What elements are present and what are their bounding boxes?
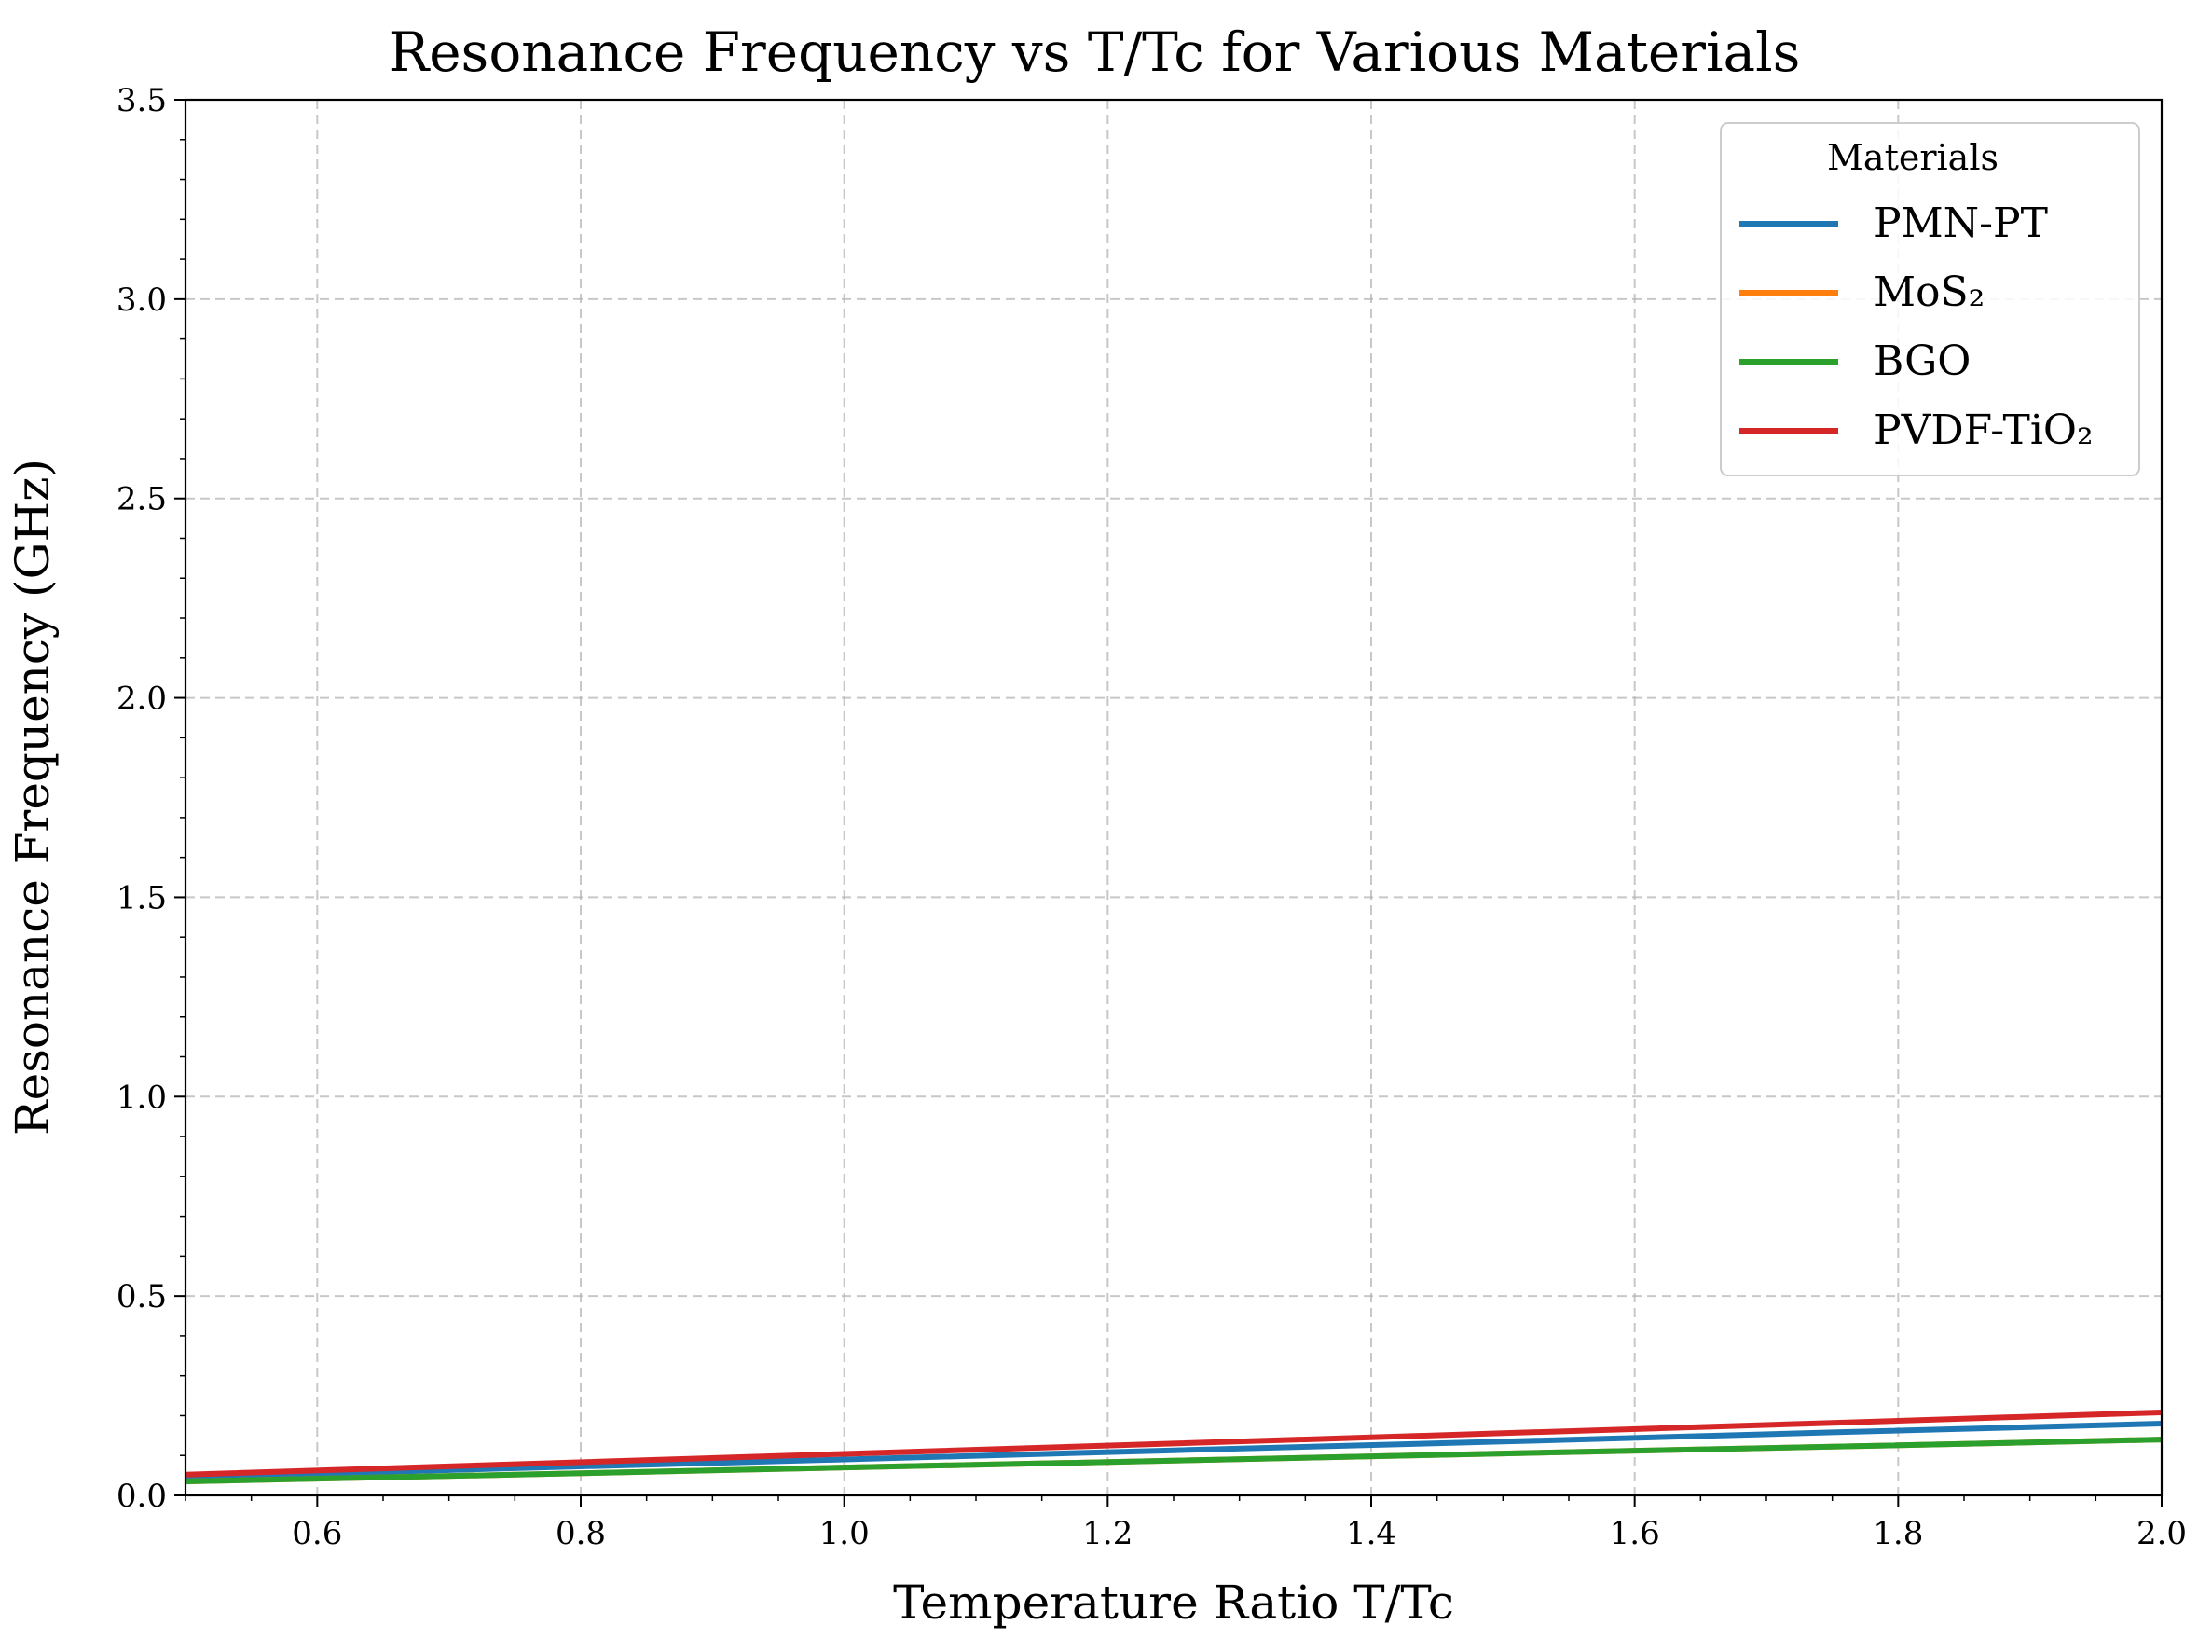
x-tick-label: 2.0 — [2136, 1515, 2187, 1552]
series-lines — [185, 1410, 2163, 1484]
y-axis: 0.0 0.5 1.0 1.5 2.0 2.5 3.0 3.5 — [117, 82, 185, 1515]
series-line-0 — [185, 1421, 2163, 1480]
x-tick-label: 0.8 — [556, 1515, 606, 1552]
x-tick-label: 1.6 — [1610, 1515, 1660, 1552]
legend-label: BGO — [1874, 337, 1971, 385]
y-tick-label: 1.0 — [117, 1079, 167, 1116]
legend-entries: PMN-PT MoS₂ BGO PVDF-TiO₂ — [1739, 200, 2094, 454]
x-tick-label: 0.6 — [292, 1515, 342, 1552]
y-tick-label: 2.5 — [117, 481, 167, 518]
y-axis-label: Resonance Frequency (GHz) — [6, 459, 60, 1136]
legend-label: PVDF-TiO₂ — [1874, 406, 2094, 454]
y-tick-label: 3.0 — [117, 282, 167, 319]
x-tick-label: 1.2 — [1082, 1515, 1133, 1552]
x-axis: 0.6 0.8 1.0 1.2 1.4 1.6 1.8 2.0 — [185, 1495, 2187, 1552]
legend-box — [1720, 122, 2140, 476]
x-tick-label: 1.4 — [1346, 1515, 1396, 1552]
x-axis-label: Temperature Ratio T/Tc — [893, 1576, 1454, 1630]
y-tick-label: 3.5 — [117, 82, 167, 119]
y-tick-label: 0.5 — [117, 1278, 167, 1315]
legend: Materials PMN-PT MoS₂ BGO PVDF-TiO₂ — [1720, 122, 2140, 476]
x-tick-label: 1.8 — [1873, 1515, 1923, 1552]
y-tick-label: 0.0 — [117, 1478, 167, 1515]
series-line-2 — [185, 1437, 2163, 1484]
legend-title: Materials — [1827, 137, 1999, 178]
chart-title: Resonance Frequency vs T/Tc for Various … — [389, 21, 1801, 84]
y-tick-label: 1.5 — [117, 879, 167, 916]
legend-label: MoS₂ — [1874, 268, 1985, 316]
series-line-3 — [185, 1410, 2163, 1478]
x-tick-label: 1.0 — [819, 1515, 870, 1552]
legend-label: PMN-PT — [1874, 200, 2048, 247]
y-tick-label: 2.0 — [117, 681, 167, 718]
